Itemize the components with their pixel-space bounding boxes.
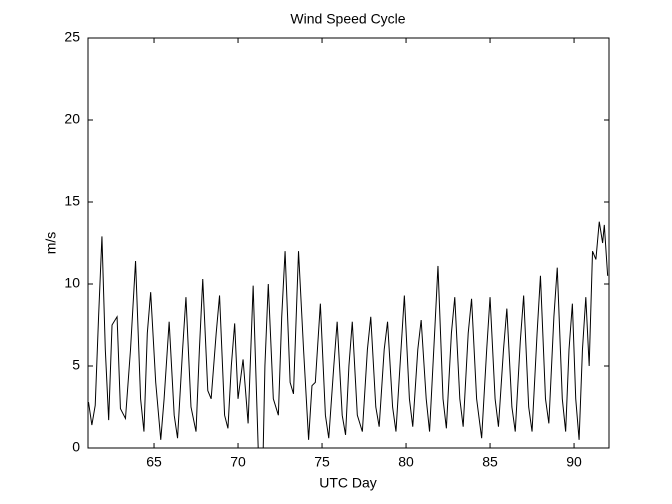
y-tick-label: 20 (64, 111, 80, 127)
x-tick-label: 75 (314, 454, 330, 470)
x-tick-label: 80 (398, 454, 414, 470)
y-tick-label: 5 (72, 357, 80, 373)
chart-title: Wind Speed Cycle (290, 11, 405, 27)
x-tick-label: 90 (566, 454, 582, 470)
line-series (88, 221, 609, 449)
y-tick-label: 15 (64, 193, 80, 209)
y-tick-label: 0 (72, 439, 80, 455)
x-axis-label: UTC Day (319, 475, 377, 491)
y-tick-label: 25 (64, 29, 80, 45)
x-tick-label: 70 (230, 454, 246, 470)
y-tick-label: 10 (64, 275, 80, 291)
y-axis-label: m/s (43, 232, 59, 255)
x-tick-label: 85 (482, 454, 498, 470)
axes-box (87, 37, 610, 449)
x-tick-label: 65 (146, 454, 162, 470)
